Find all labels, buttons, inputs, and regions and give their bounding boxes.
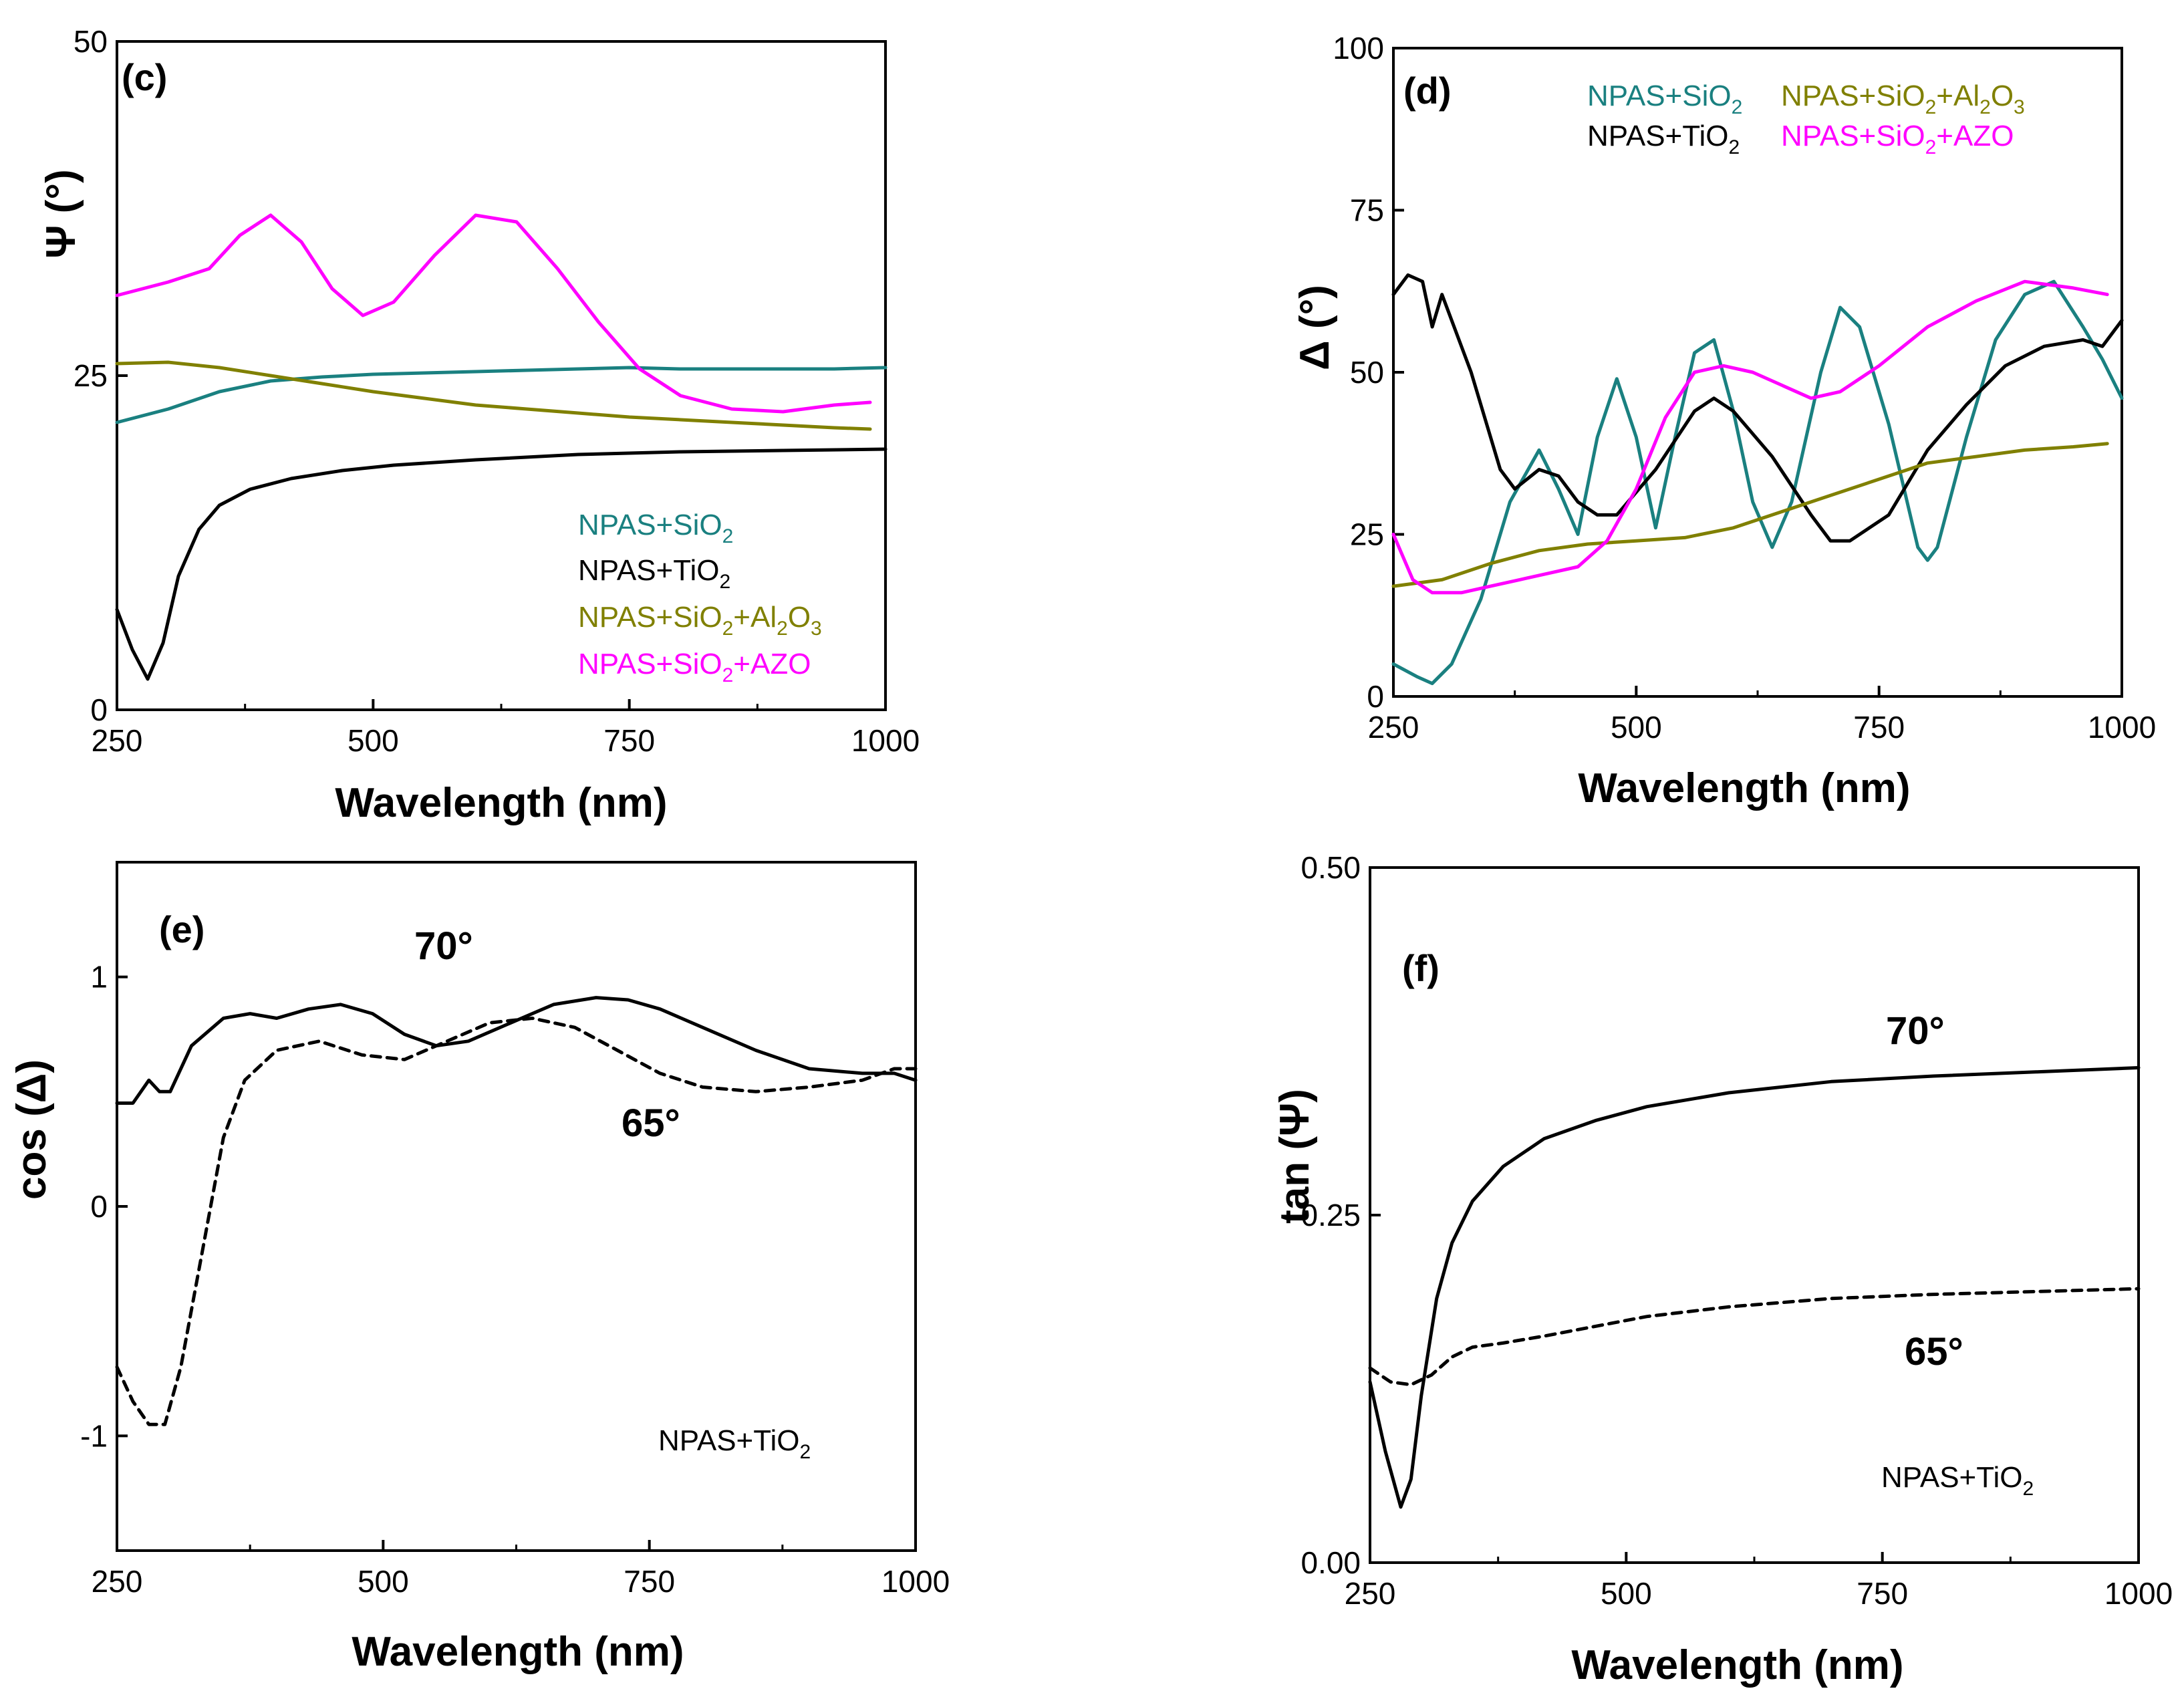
legend-entry-c-tio2: NPAS+TiO2	[578, 554, 730, 593]
x-tick-label-f-1000: 1000	[2104, 1576, 2173, 1611]
x-tick-label-d-750: 750	[1853, 710, 1905, 745]
legend-entry-d-azo: NPAS+SiO2+AZO	[1781, 120, 2014, 158]
y-axis-title-e: cos (Δ)	[9, 1059, 55, 1200]
y-tick-label-e-2: 1	[90, 960, 108, 995]
series-line-c-3	[115, 213, 872, 414]
series-line-d-0	[1391, 279, 2124, 686]
angle-label-e-65: 65°	[622, 1101, 680, 1145]
series-line-c-2	[115, 360, 872, 431]
x-tick-label-e-750: 750	[624, 1564, 675, 1599]
series-line-d-2	[1391, 442, 2109, 588]
x-tick-label-d-500: 500	[1611, 710, 1662, 745]
sample-label-e: NPAS+TiO2	[658, 1424, 811, 1463]
x-axis-title-e: Wavelength (nm)	[352, 1629, 684, 1675]
series-e	[115, 996, 918, 1426]
y-tick-label-c-0: 0	[90, 692, 108, 727]
x-axis-title-c: Wavelength (nm)	[335, 780, 667, 826]
y-tick-label-c-1: 25	[74, 358, 108, 393]
legend-c: NPAS+SiO2 NPAS+TiO2 NPAS+SiO2+Al2O3 NPAS…	[578, 509, 822, 686]
panel-label-c: (c)	[122, 56, 167, 98]
plot-frame-f	[1369, 866, 2140, 1564]
x-tick-label-f-500: 500	[1601, 1576, 1652, 1611]
series-c	[115, 213, 888, 681]
x-tick-label-f-750: 750	[1857, 1576, 1908, 1611]
y-tick-label-f-1: 0.25	[1301, 1198, 1361, 1232]
y-tick-label-c-2: 50	[74, 24, 108, 59]
series-d	[1391, 273, 2124, 686]
series-line-d-3	[1391, 279, 2109, 595]
x-tick-label-e-500: 500	[358, 1564, 409, 1599]
x-tick-label-c-750: 750	[603, 723, 655, 758]
series-line-e-1	[115, 1017, 918, 1426]
panel-e: 250 500 750 1000-101 (e) 70° 65° NPAS+TiO2 …	[9, 861, 950, 1675]
ticks-f: 250 500 750 1000 0.00 0.25 0.50	[1301, 850, 2173, 1611]
x-tick-label-d-1000: 1000	[2088, 710, 2156, 745]
y-axis-title-d: Δ (°)	[1292, 285, 1338, 370]
angle-label-f-65: 65°	[1905, 1330, 1963, 1373]
legend-entry-d-al2o3: NPAS+SiO2+Al2O3	[1781, 80, 2025, 118]
legend-entry-c-azo: NPAS+SiO2+AZO	[578, 648, 811, 686]
legend-entry-d-tio2: NPAS+TiO2	[1587, 120, 1740, 158]
legend-entry-c-sio2: NPAS+SiO2	[578, 509, 733, 547]
series-line-c-0	[115, 366, 888, 424]
y-tick-label-d-1: 25	[1350, 517, 1384, 552]
series-line-e-0	[115, 996, 918, 1105]
ticks-d: 250 500 750 1000 0 25 50 75 100	[1333, 31, 2156, 745]
panel-c: 250 500 750 1000 0 25 50 (c) Wavelength (nm) Ψ…	[38, 24, 920, 826]
panel-label-d: (d)	[1403, 70, 1452, 112]
y-axis-title-c: Ψ (°)	[38, 169, 84, 258]
x-tick-label-d-250: 250	[1368, 710, 1419, 745]
x-axis-title-d: Wavelength (nm)	[1578, 765, 1910, 811]
panel-label-e: (e)	[159, 908, 204, 950]
x-tick-label-e-1000: 1000	[881, 1564, 950, 1599]
y-axis-title-f: tan (Ψ)	[1272, 1089, 1318, 1224]
x-tick-label-f-250: 250	[1345, 1576, 1396, 1611]
panel-label-f: (f)	[1402, 947, 1440, 989]
y-tick-label-d-4: 100	[1333, 31, 1384, 65]
x-tick-label-c-1000: 1000	[851, 723, 920, 758]
legend-entry-d-sio2: NPAS+SiO2	[1587, 80, 1742, 118]
y-tick-label-f-0: 0.00	[1301, 1545, 1361, 1580]
series-line-f-0	[1368, 1066, 2141, 1509]
x-axis-title-f: Wavelength (nm)	[1571, 1642, 1903, 1688]
y-tick-label-f-2: 0.50	[1301, 850, 1361, 885]
panel-d: 250 500 750 1000 0 25 50 75 100 (d) Wavelength (…	[1292, 31, 2156, 811]
y-tick-label-d-0: 0	[1367, 679, 1384, 714]
angle-label-f-70: 70°	[1886, 1009, 1945, 1053]
sample-label-f: NPAS+TiO2	[1881, 1461, 2034, 1500]
x-tick-label-c-250: 250	[92, 723, 143, 758]
x-tick-label-c-500: 500	[348, 723, 399, 758]
y-tick-label-d-3: 75	[1350, 193, 1384, 228]
panel-f: 250 500 750 1000 0.00 0.25 0.50 (f) 70° 65° NP…	[1272, 850, 2173, 1688]
ticks-c: 250 500 750 1000 0 25 50	[74, 24, 920, 758]
y-tick-label-e-1: 0	[90, 1189, 108, 1224]
x-tick-label-e-250: 250	[92, 1564, 143, 1599]
ticks-e: 250 500 750 1000 -1 0 1	[80, 960, 950, 1599]
y-tick-label-d-2: 50	[1350, 355, 1384, 390]
series-line-f-1	[1368, 1287, 2141, 1387]
angle-label-e-70: 70°	[414, 924, 473, 968]
series-f	[1368, 1066, 2141, 1509]
y-tick-label-e-0: -1	[80, 1418, 108, 1453]
series-line-c-1	[115, 447, 888, 681]
legend-entry-c-al2o3: NPAS+SiO2+Al2O3	[578, 601, 822, 640]
legend-d: NPAS+SiO2 NPAS+TiO2 NPAS+SiO2+Al2O3 NPAS…	[1587, 80, 2025, 158]
series-line-d-1	[1391, 273, 2124, 543]
